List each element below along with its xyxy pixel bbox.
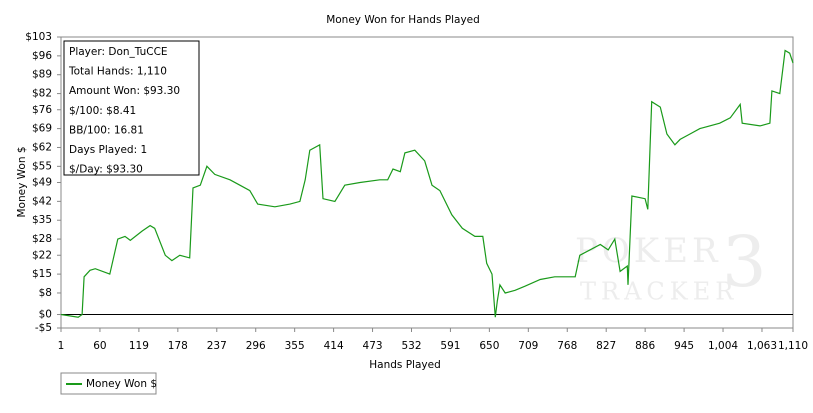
x-tick-label: 60 <box>93 340 106 352</box>
watermark: POKER <box>575 231 722 271</box>
data-line <box>60 49 794 318</box>
x-axis-title: Hands Played <box>369 359 440 371</box>
y-tick-label: -$5 <box>35 322 52 334</box>
legend-label: Money Won $ <box>86 378 157 390</box>
y-axis-title: Money Won $ <box>16 146 28 217</box>
x-tick-label: 945 <box>674 340 694 352</box>
y-tick-label: $8 <box>39 287 52 299</box>
info-line: Total Hands: 1,110 <box>68 66 167 78</box>
x-tick-label: 768 <box>557 340 577 352</box>
x-tick-label: 827 <box>596 340 616 352</box>
x-tick-label: 1 <box>58 340 65 352</box>
y-tick-label: $28 <box>32 233 52 245</box>
y-tick-label: $69 <box>32 123 52 135</box>
watermark: TRACKER <box>580 278 738 306</box>
watermark: 3 <box>722 221 767 303</box>
y-tick-label: $0 <box>39 309 52 321</box>
y-tick-label: $55 <box>32 160 52 172</box>
y-tick-label: $82 <box>32 88 52 100</box>
legend-box <box>60 372 157 395</box>
x-tick-label: 1,110 <box>778 340 808 352</box>
info-line: Amount Won: $93.30 <box>69 85 180 97</box>
y-tick-label: $103 <box>25 31 52 43</box>
x-tick-label: 414 <box>324 340 344 352</box>
y-tick-label: $76 <box>32 104 52 116</box>
info-box <box>63 40 200 176</box>
x-tick-label: 296 <box>246 340 266 352</box>
y-tick-label: $35 <box>32 214 52 226</box>
info-line: Player: Don_TuCCE <box>69 46 168 58</box>
info-line: BB/100: 16.81 <box>69 124 144 136</box>
x-tick-label: 1,004 <box>708 340 738 352</box>
y-tick-label: $49 <box>32 177 52 189</box>
chart-title: Money Won for Hands Played <box>326 14 480 26</box>
info-line: $/100: $8.41 <box>69 105 136 117</box>
y-tick-label: $42 <box>32 195 52 207</box>
info-line: $/Day: $93.30 <box>69 164 143 176</box>
info-line: Days Played: 1 <box>69 144 147 156</box>
y-tick-label: $96 <box>32 50 52 62</box>
x-tick-label: 886 <box>635 340 655 352</box>
y-tick-label: $89 <box>32 69 52 81</box>
x-tick-label: 532 <box>401 340 421 352</box>
x-tick-label: 355 <box>285 340 305 352</box>
x-tick-label: 473 <box>363 340 383 352</box>
y-tick-label: $22 <box>32 249 52 261</box>
x-tick-label: 709 <box>518 340 538 352</box>
x-tick-label: 1,063 <box>747 340 777 352</box>
y-tick-label: $62 <box>32 141 52 153</box>
x-tick-label: 119 <box>129 340 149 352</box>
x-tick-label: 591 <box>440 340 460 352</box>
x-tick-label: 237 <box>207 340 227 352</box>
x-tick-label: 178 <box>168 340 188 352</box>
y-tick-label: $15 <box>32 268 52 280</box>
x-tick-label: 650 <box>479 340 499 352</box>
